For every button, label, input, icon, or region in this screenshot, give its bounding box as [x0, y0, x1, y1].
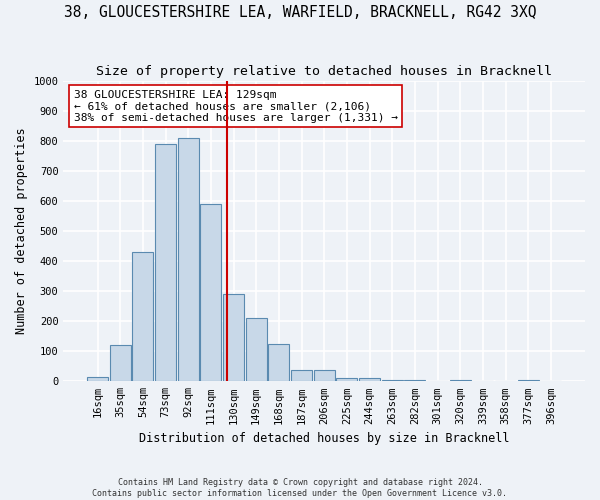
Text: Contains HM Land Registry data © Crown copyright and database right 2024.
Contai: Contains HM Land Registry data © Crown c… — [92, 478, 508, 498]
Bar — [382, 380, 403, 382]
Bar — [155, 144, 176, 382]
Bar — [314, 370, 335, 382]
Bar — [450, 380, 470, 382]
Bar — [223, 294, 244, 382]
Title: Size of property relative to detached houses in Bracknell: Size of property relative to detached ho… — [96, 65, 552, 78]
Bar — [268, 344, 289, 382]
Y-axis label: Number of detached properties: Number of detached properties — [15, 128, 28, 334]
Bar — [246, 318, 266, 382]
Text: 38 GLOUCESTERSHIRE LEA: 129sqm
← 61% of detached houses are smaller (2,106)
38% : 38 GLOUCESTERSHIRE LEA: 129sqm ← 61% of … — [74, 90, 398, 123]
Bar — [337, 378, 358, 382]
Bar — [518, 380, 539, 382]
Bar — [404, 380, 425, 382]
Bar — [200, 204, 221, 382]
Text: 38, GLOUCESTERSHIRE LEA, WARFIELD, BRACKNELL, RG42 3XQ: 38, GLOUCESTERSHIRE LEA, WARFIELD, BRACK… — [64, 5, 536, 20]
X-axis label: Distribution of detached houses by size in Bracknell: Distribution of detached houses by size … — [139, 432, 509, 445]
Bar — [87, 377, 108, 382]
Bar — [359, 378, 380, 382]
Bar — [133, 252, 154, 382]
Bar — [178, 138, 199, 382]
Bar — [291, 370, 312, 382]
Bar — [110, 345, 131, 382]
